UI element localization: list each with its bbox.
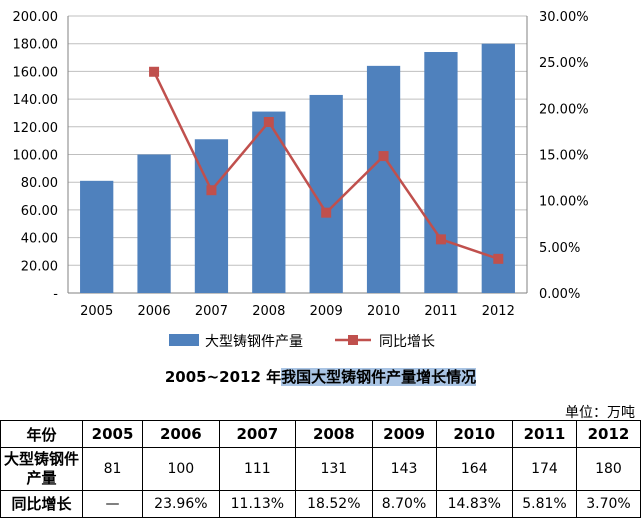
table-header-year: 2012 [575,420,641,448]
left-tick-label: 140.00 [13,93,59,108]
row-label: 大型铸钢件产量 [0,447,83,491]
right-tick-label: 0.00% [539,287,580,302]
growth-cell: 14.83% [435,490,514,518]
data-table: 年份 2005 2006 2007 2008 2009 2010 2011 2012 大型铸钢件… [0,420,641,518]
x-tick-label: 2008 [252,304,285,319]
table-header-year: 2007 [218,420,297,448]
growth-cell: 11.13% [218,490,297,518]
combo-chart: - 20.00 40.00 60.00 80.00 100.00 120.00 140.00 1… [13,10,589,350]
x-tick-label: 2009 [310,304,343,319]
growth-cell: — [81,490,144,518]
right-tick-label: 10.00% [539,195,589,210]
output-cell: 180 [575,447,641,491]
bar [481,43,515,294]
left-tick-label: 160.00 [13,65,59,80]
bar [194,139,229,293]
x-tick-label: 2011 [424,304,457,319]
table-header-year: 2008 [295,420,373,448]
x-tick-label: 2007 [195,304,228,319]
output-cell: 174 [512,447,577,491]
table-header-year: 2005 [81,420,144,448]
left-tick-label: - [53,287,58,302]
unit-label: 单位：万吨 [565,405,635,421]
left-tick-label: 20.00 [21,259,58,274]
growth-point [493,253,504,264]
table-row-growth: 同比增长 —23.96% 11.13% 18.52% 8.70% 14.83% 5.81% 3… [0,490,641,518]
table-header-year: 2011 [512,420,577,448]
left-tick-label: 40.00 [21,232,58,247]
legend-swatch-growth-marker [348,335,358,345]
chart-title: 2005~2012 年我国大型铸钢件产量增长情况 [0,366,641,387]
output-cell: 111 [218,447,297,491]
legend-label-growth: 同比增长 [379,334,435,350]
bar [366,65,401,293]
growth-cell: 8.70% [371,490,437,518]
table-header-label: 年份 [0,420,83,448]
growth-cell: 23.96% [142,490,220,518]
bar [137,154,171,293]
bar [80,180,114,293]
title-prefix: 2005~2012 年 [164,368,282,386]
row-label: 同比增长 [0,490,83,518]
left-tick-label: 120.00 [13,121,59,136]
x-tick-label: 2010 [367,304,400,319]
left-tick-label: 100.00 [13,149,59,164]
left-tick-label: 80.00 [21,176,58,191]
left-tick-label: 180.00 [13,38,59,53]
right-tick-label: 15.00% [539,149,589,164]
x-tick-label: 2012 [482,304,515,319]
output-cell: 81 [81,447,144,491]
right-tick-label: 25.00% [539,56,589,71]
x-tick-label: 2005 [80,304,113,319]
bar [424,52,458,294]
growth-point [263,116,274,127]
x-tick-label: 2006 [138,304,171,319]
right-tick-label: 30.00% [539,10,589,25]
growth-point [149,66,160,77]
table-header-year: 2010 [435,420,514,448]
table-header-year: 2006 [142,420,220,448]
growth-point [206,185,217,196]
table-header-year: 2009 [371,420,437,448]
left-tick-label: 60.00 [21,204,58,219]
output-cell: 164 [435,447,514,491]
output-cell: 100 [142,447,220,491]
growth-cell: 3.70% [575,490,641,518]
output-cell: 143 [371,447,437,491]
growth-point [378,151,389,162]
table-header-row: 年份 2005 2006 2007 2008 2009 2010 2011 2012 [0,420,641,448]
right-tick-label: 20.00% [539,102,589,117]
left-tick-label: 200.00 [13,10,59,25]
table-row-output: 大型铸钢件产量 81 100 111 131 143 164 174 180 [0,447,641,491]
growth-cell: 5.81% [512,490,577,518]
growth-point [321,207,332,218]
growth-point [435,234,446,245]
legend-label-output: 大型铸钢件产量 [205,334,303,350]
title-highlight: 我国大型铸钢件产量增长情况 [281,368,477,386]
output-cell: 131 [295,447,373,491]
growth-cell: 18.52% [295,490,373,518]
legend-swatch-output [169,334,199,346]
right-tick-label: 5.00% [539,241,580,256]
